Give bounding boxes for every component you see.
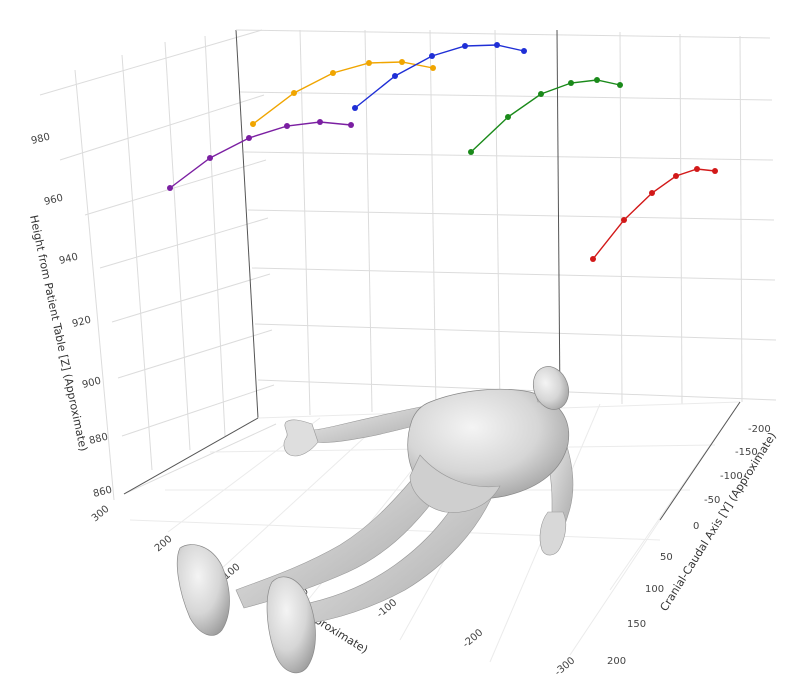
y-tick: -100: [720, 471, 743, 482]
y-tick: 100: [645, 584, 664, 595]
y-tick: 200: [607, 656, 626, 667]
y-tick: -50: [704, 495, 720, 506]
y-axis-ticks: -200 -150 -100 -50 0 50 100 150 200: [607, 424, 771, 667]
data-point[interactable]: [430, 65, 436, 71]
z-tick: 940: [58, 252, 79, 267]
supine-human-body-model: [176, 366, 574, 674]
data-point[interactable]: [521, 48, 527, 54]
data-point[interactable]: [330, 70, 336, 76]
data-point[interactable]: [505, 114, 511, 120]
data-point[interactable]: [392, 73, 398, 79]
y-tick: 0: [693, 521, 699, 532]
data-point[interactable]: [594, 77, 600, 83]
series-1: [167, 119, 354, 191]
series-line: [169, 121, 352, 189]
z-tick: 880: [88, 432, 109, 447]
data-point[interactable]: [291, 90, 297, 96]
right-wall-grid: [235, 29, 777, 416]
data-point[interactable]: [167, 185, 173, 191]
y-tick: -150: [735, 447, 758, 458]
series-2: [250, 59, 436, 127]
z-tick: 920: [71, 315, 92, 330]
data-point[interactable]: [494, 42, 500, 48]
y-tick: 150: [627, 619, 646, 630]
data-point[interactable]: [673, 173, 679, 179]
data-point[interactable]: [317, 119, 323, 125]
y-axis-title: Cranial-Caudal Axis [Y] (Approximate): [658, 430, 779, 614]
data-point[interactable]: [207, 155, 213, 161]
data-point[interactable]: [366, 60, 372, 66]
x-axis-ticks: 300 200 100 0 -100 -200 -300: [90, 504, 577, 679]
series-line: [592, 168, 716, 260]
data-point[interactable]: [568, 80, 574, 86]
x-tick: -200: [461, 627, 485, 650]
series-5: [590, 166, 718, 262]
z-tick: 860: [92, 485, 113, 500]
data-point[interactable]: [590, 256, 596, 262]
z-tick: 980: [30, 132, 51, 147]
data-point[interactable]: [284, 123, 290, 129]
data-point[interactable]: [538, 91, 544, 97]
data-point[interactable]: [429, 53, 435, 59]
data-point[interactable]: [246, 135, 252, 141]
data-point[interactable]: [468, 149, 474, 155]
z-tick: 900: [81, 376, 102, 391]
data-point[interactable]: [621, 217, 627, 223]
data-point[interactable]: [348, 122, 354, 128]
data-point[interactable]: [399, 59, 405, 65]
data-point[interactable]: [352, 105, 358, 111]
series-layer: [167, 42, 718, 262]
data-point[interactable]: [462, 43, 468, 49]
x-tick: 200: [153, 534, 175, 555]
data-point[interactable]: [617, 82, 623, 88]
series-line: [470, 79, 621, 153]
series-line: [354, 44, 525, 109]
data-point[interactable]: [694, 166, 700, 172]
series-3: [352, 42, 527, 111]
data-point[interactable]: [250, 121, 256, 127]
z-axis-ticks: 980 960 940 920 900 880 860: [30, 132, 113, 500]
z-tick: 960: [43, 193, 64, 208]
series-4: [468, 77, 623, 155]
y-tick: -200: [748, 424, 771, 435]
data-point[interactable]: [712, 168, 718, 174]
z-axis-title: Height from Patient Table [Z] (Approxima…: [27, 214, 90, 453]
data-point[interactable]: [649, 190, 655, 196]
x-tick: 300: [90, 504, 112, 525]
y-tick: 50: [660, 552, 673, 563]
series-line: [252, 61, 434, 125]
x-tick: -300: [553, 655, 577, 678]
left-wall-grid: [39, 29, 277, 501]
